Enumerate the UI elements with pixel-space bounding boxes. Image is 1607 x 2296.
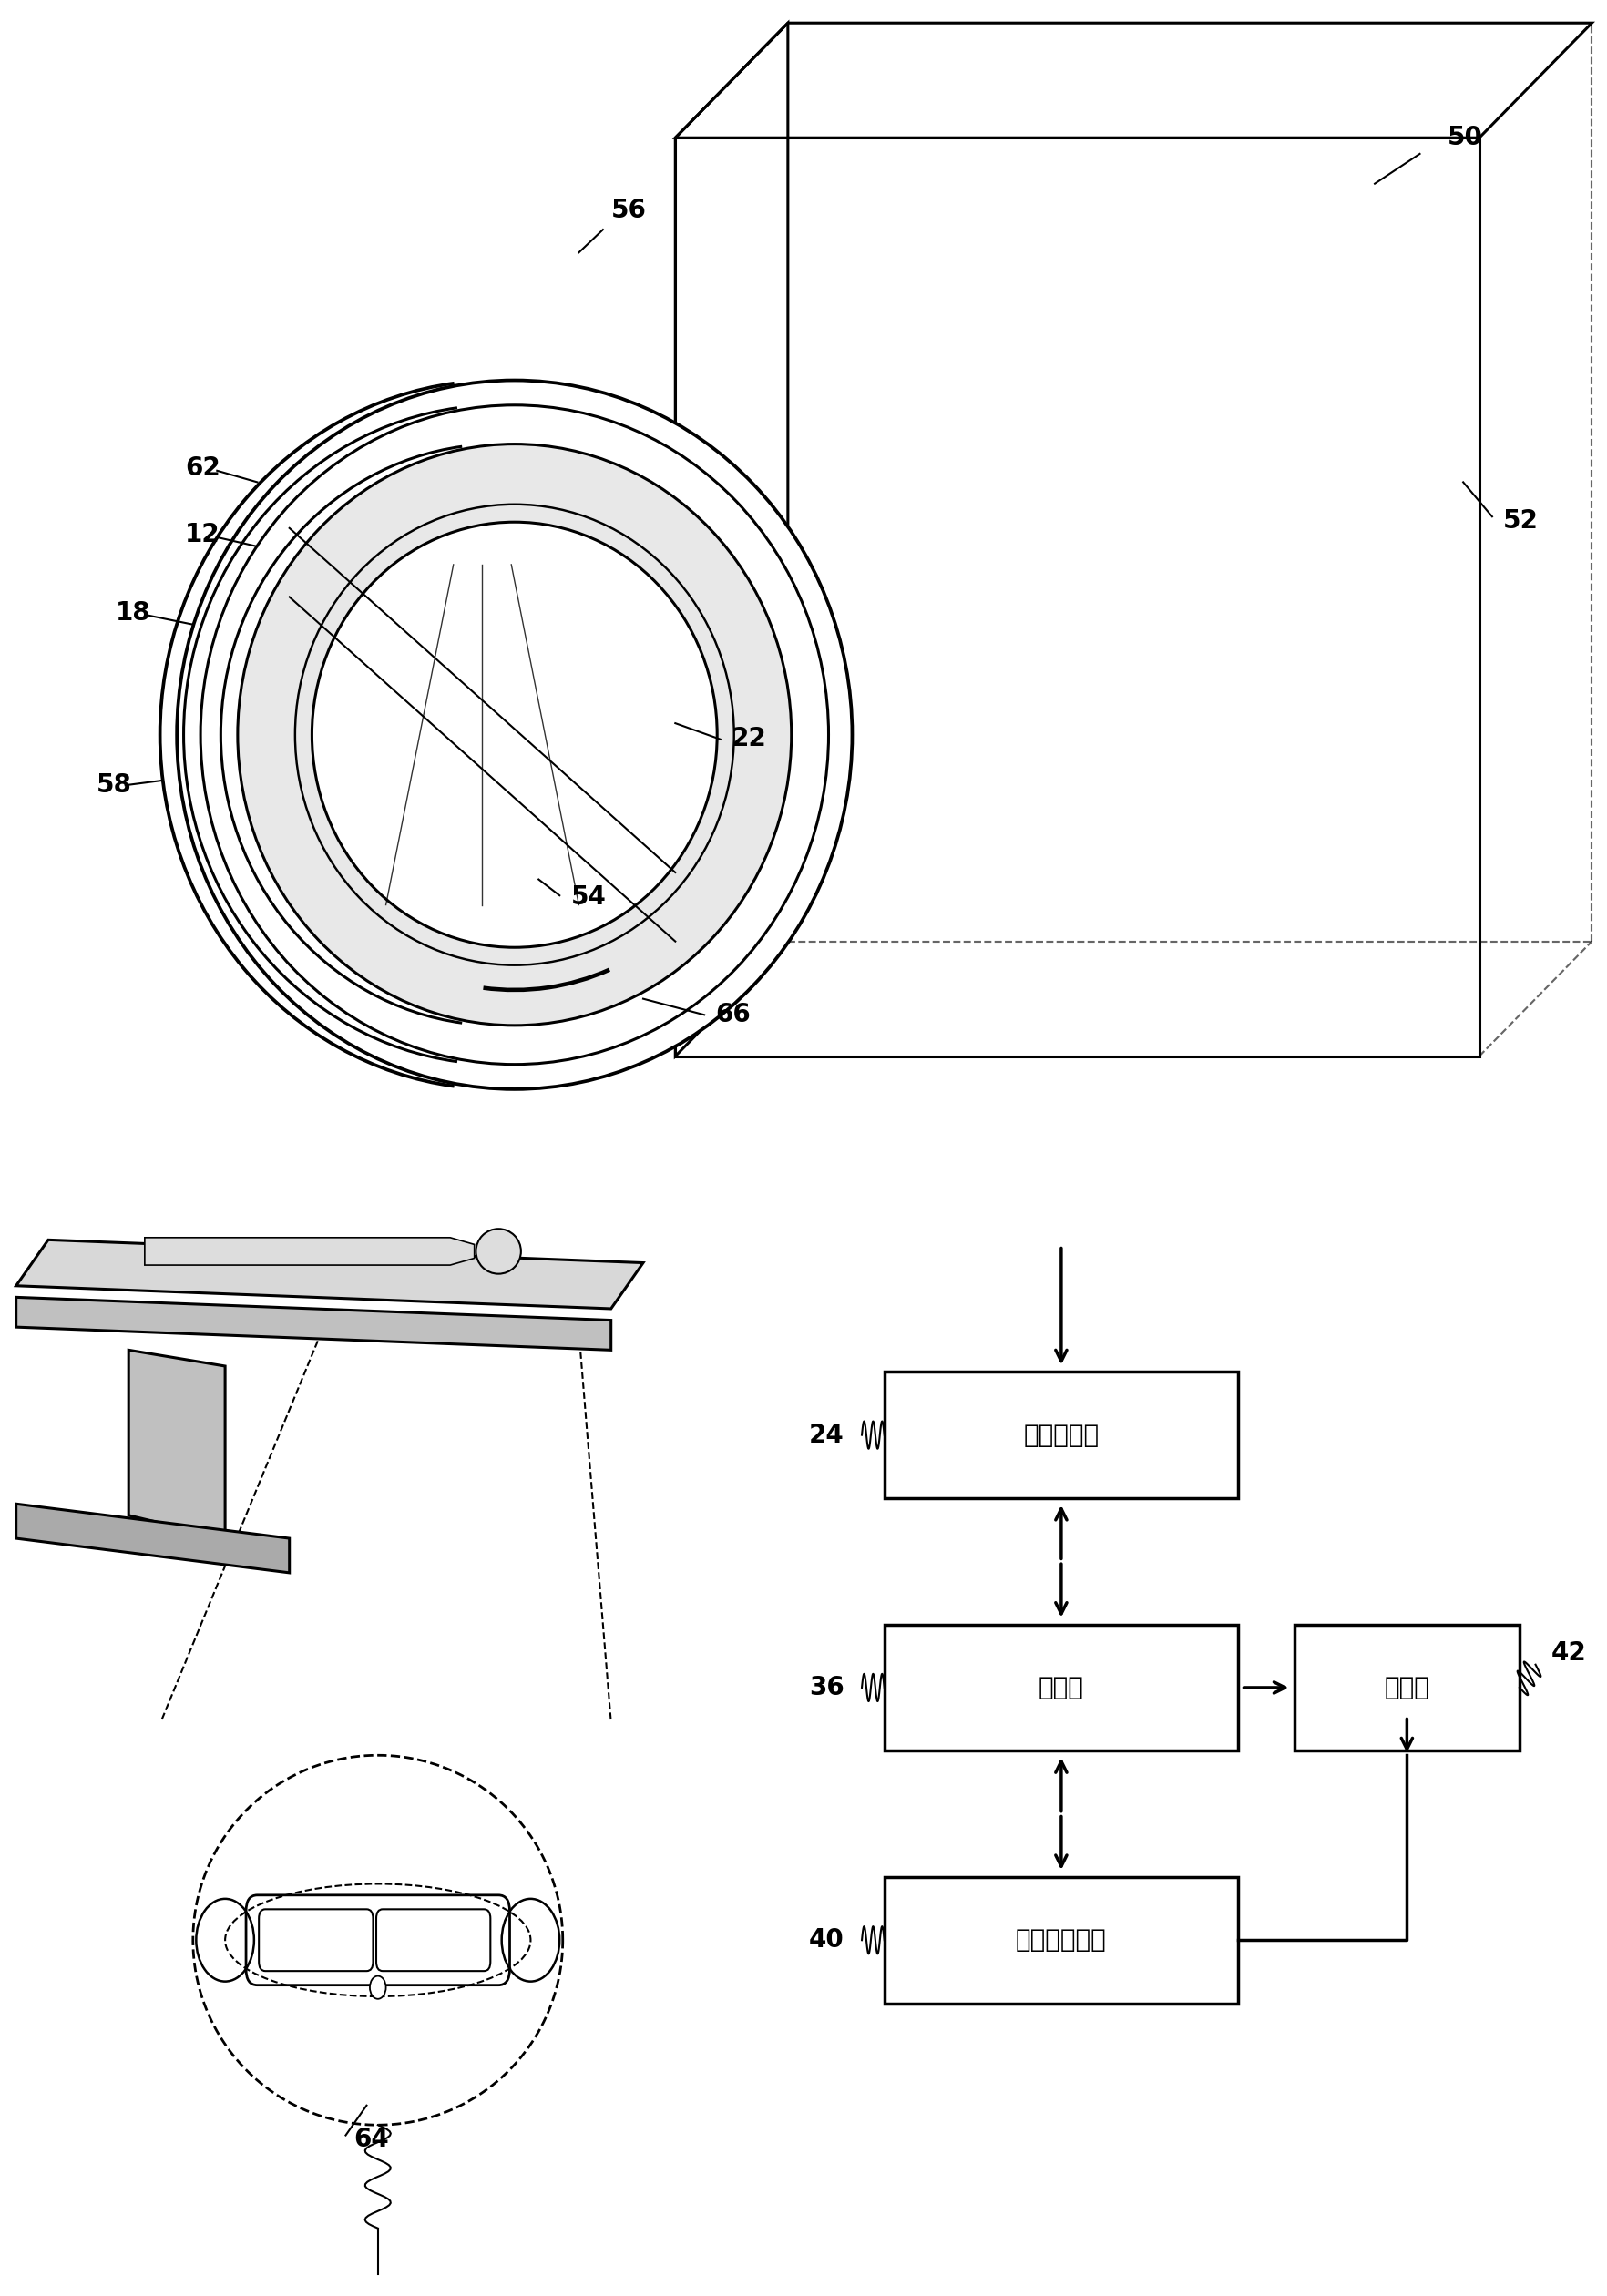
Text: 56: 56 — [611, 197, 646, 223]
Text: 系统控制器: 系统控制器 — [1022, 1421, 1099, 1449]
Text: 66: 66 — [715, 1001, 750, 1026]
Text: 显示器: 显示器 — [1384, 1674, 1429, 1701]
Text: 计算机: 计算机 — [1038, 1674, 1083, 1701]
Polygon shape — [16, 1240, 643, 1309]
Text: 52: 52 — [1503, 507, 1538, 533]
Text: 18: 18 — [116, 599, 151, 625]
Polygon shape — [16, 1297, 611, 1350]
Polygon shape — [129, 1350, 225, 1538]
Text: 54: 54 — [570, 884, 606, 909]
Ellipse shape — [476, 1228, 521, 1274]
Text: 36: 36 — [808, 1674, 844, 1701]
Ellipse shape — [312, 521, 717, 948]
Ellipse shape — [238, 443, 791, 1026]
Text: 24: 24 — [808, 1421, 844, 1449]
Text: 62: 62 — [185, 455, 220, 480]
Text: 操作者工作站: 操作者工作站 — [1016, 1926, 1106, 1954]
Text: 12: 12 — [185, 521, 220, 546]
Polygon shape — [145, 1238, 474, 1265]
Text: 58: 58 — [96, 771, 132, 797]
Ellipse shape — [177, 381, 852, 1088]
Circle shape — [370, 1977, 386, 2000]
Text: 40: 40 — [808, 1926, 844, 1954]
Text: 22: 22 — [731, 726, 767, 751]
Text: 42: 42 — [1551, 1639, 1586, 1667]
Text: 50: 50 — [1446, 124, 1482, 149]
Ellipse shape — [201, 404, 828, 1065]
Polygon shape — [16, 1504, 289, 1573]
Text: 64: 64 — [354, 2126, 389, 2151]
